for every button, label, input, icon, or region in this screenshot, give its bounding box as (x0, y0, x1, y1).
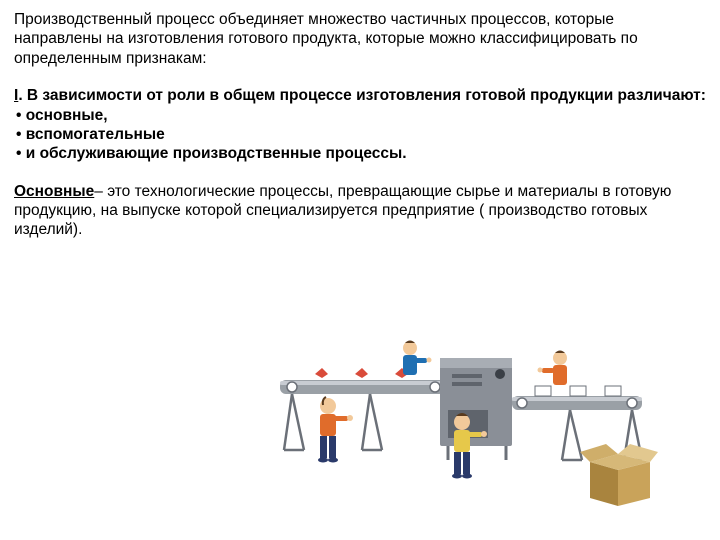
definition-text: – это технологические процессы, превраща… (14, 183, 671, 239)
output-box (580, 444, 658, 506)
worker-4 (538, 351, 568, 386)
intro-text: Производственный процесс объединяет множ… (14, 11, 638, 67)
left-conveyor (280, 368, 445, 450)
definition-paragraph: Основные– это технологические процессы, … (14, 182, 706, 240)
bullet-item: вспомогательные (16, 125, 706, 144)
definition-term: Основные (14, 183, 94, 200)
section-1-lead: I. В зависимости от роли в общем процесс… (14, 87, 706, 104)
bullet-item: основные, (16, 106, 706, 125)
section-1-leadtext: . В зависимости от роли в общем процессе… (18, 87, 706, 104)
processing-machine (440, 358, 512, 460)
section-1-bullets: основные, вспомогательные и обслуживающи… (14, 106, 706, 164)
right-conveyor (512, 386, 642, 460)
intro-paragraph: Производственный процесс объединяет множ… (14, 10, 706, 68)
worker-1 (318, 397, 353, 463)
worker-2 (403, 341, 432, 376)
bullet-item: и обслуживающие производственные процесс… (16, 144, 706, 163)
production-line-illustration (270, 310, 660, 520)
production-line-svg (270, 310, 660, 520)
section-1: I. В зависимости от роли в общем процесс… (14, 86, 706, 164)
